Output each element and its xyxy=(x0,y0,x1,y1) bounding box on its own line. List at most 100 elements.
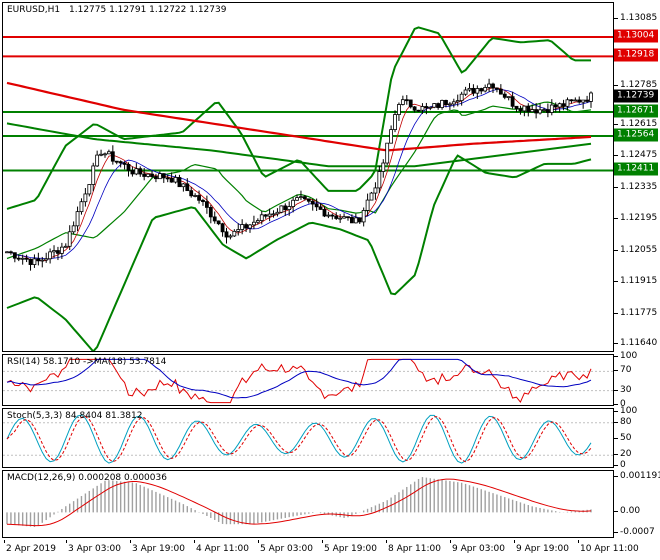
macd-axis-label: 0.00 xyxy=(620,506,641,517)
level-label-sup-3: 1.12411 xyxy=(614,162,658,176)
rsi-axis-tick xyxy=(614,370,618,372)
candle-body xyxy=(495,87,499,90)
candle-body xyxy=(350,217,354,224)
candle-body xyxy=(295,197,299,201)
price-axis-tick xyxy=(614,85,618,87)
macd-axis-label: 0.001191 xyxy=(620,471,660,482)
macd-canvas[interactable] xyxy=(3,471,614,538)
candle-body xyxy=(5,251,9,254)
candle-body xyxy=(353,217,358,224)
candle-body xyxy=(369,192,374,201)
rsi-pane[interactable]: RSI(14) 58.1710 ->MA(18) 53.7814 xyxy=(2,354,614,406)
stochastic-title: Stoch(5,3,3) 84.8404 81.3812 xyxy=(7,411,143,421)
time-axis-tick xyxy=(578,540,579,543)
stoch-axis-label: 80 xyxy=(620,416,632,427)
price-axis-tick xyxy=(614,186,618,188)
candle-body xyxy=(252,221,256,226)
price-chart-canvas[interactable] xyxy=(3,3,614,352)
price-axis-label: 1.12475 xyxy=(620,150,658,161)
ma-long-line xyxy=(6,122,592,168)
stoch-axis-label: 50 xyxy=(620,433,632,443)
time-axis-tick xyxy=(130,540,131,543)
candle-body xyxy=(9,251,13,254)
stoch-axis-tick xyxy=(614,454,618,456)
candle-body xyxy=(130,170,135,175)
candle-body xyxy=(498,88,503,95)
candle-body xyxy=(248,224,252,229)
candle-body xyxy=(20,257,25,260)
symbol-label: EURUSD,H1 xyxy=(7,5,61,15)
candle-body xyxy=(542,109,546,112)
candle-body xyxy=(283,205,288,211)
candle-body xyxy=(381,162,386,172)
candle-body xyxy=(530,109,535,113)
candle-body xyxy=(67,231,72,247)
candle-body xyxy=(545,109,550,113)
candle-body xyxy=(267,213,272,217)
candle-body xyxy=(110,151,115,162)
candle-body xyxy=(107,151,111,155)
time-axis-tick xyxy=(386,540,387,543)
candle-body xyxy=(487,83,491,88)
stochastic-canvas[interactable] xyxy=(3,409,614,468)
time-axis-tick xyxy=(258,540,259,543)
candle-body xyxy=(71,225,76,233)
candle-body xyxy=(185,183,190,192)
time-axis-label: 3 Apr 03:00 xyxy=(68,544,121,554)
candle-body xyxy=(126,163,131,171)
candle-body xyxy=(173,177,178,183)
candle-body xyxy=(346,216,350,219)
candle-body xyxy=(28,258,33,265)
candle-body xyxy=(326,214,331,217)
price-axis-tick xyxy=(614,218,618,220)
time-axis-label: 4 Apr 11:00 xyxy=(196,544,249,554)
macd-axis-tick xyxy=(614,532,618,534)
time-axis-label: 3 Apr 19:00 xyxy=(132,544,185,554)
stoch-axis-label: 0 xyxy=(620,460,626,470)
price-axis-tick xyxy=(614,342,618,344)
symbol-ohlc-header: EURUSD,H1 1.12775 1.12791 1.12722 1.1273… xyxy=(7,5,226,15)
time-axis-tick xyxy=(194,540,195,543)
candle-body xyxy=(275,211,280,215)
macd-pane[interactable]: MACD(12,26,9) 0.000208 0.000036 xyxy=(2,470,614,538)
candle-body xyxy=(397,104,401,115)
price-axis-label: 1.11775 xyxy=(620,307,658,318)
candle-body xyxy=(279,205,284,213)
stoch-axis-tick xyxy=(614,438,618,439)
candle-body xyxy=(138,168,143,175)
candle-body xyxy=(306,198,311,202)
candle-body xyxy=(103,153,107,156)
price-chart-pane[interactable]: EURUSD,H1 1.12775 1.12791 1.12722 1.1273… xyxy=(2,2,614,352)
stochastic-pane[interactable]: Stoch(5,3,3) 84.8404 81.3812 xyxy=(2,408,614,468)
rsi-axis-tick xyxy=(614,404,618,405)
ma-slow-line xyxy=(6,81,592,152)
candle-body xyxy=(361,210,366,223)
time-axis-label: 9 Apr 03:00 xyxy=(452,544,505,554)
rsi-axis: 100 70 30 0 xyxy=(614,351,660,409)
candle-body xyxy=(87,184,92,195)
rsi-canvas[interactable] xyxy=(3,355,614,406)
level-label-sup-2: 1.12564 xyxy=(614,128,658,142)
candle-body xyxy=(310,200,315,205)
rsi-ma-line xyxy=(6,358,592,399)
level-label-sup-1: 1.12671 xyxy=(614,104,658,118)
candle-body xyxy=(389,129,394,144)
macd-title: MACD(12,26,9) 0.000208 0.000036 xyxy=(7,473,167,483)
candle-body xyxy=(79,201,84,213)
candle-body xyxy=(75,211,80,227)
candle-body xyxy=(479,88,484,92)
candle-body xyxy=(259,214,264,221)
candle-body xyxy=(330,214,335,217)
candle-body xyxy=(553,104,558,108)
candle-body xyxy=(314,203,319,208)
level-label-res-3: 1.13004 xyxy=(614,29,658,43)
candle-body xyxy=(36,258,41,262)
time-axis-tick xyxy=(450,540,451,543)
candles xyxy=(5,78,593,271)
macd-histogram xyxy=(6,477,592,527)
time-axis-label: 8 Apr 11:00 xyxy=(388,544,441,554)
stoch-axis-tick xyxy=(614,411,618,412)
candle-body xyxy=(240,224,245,230)
candle-body xyxy=(436,103,441,108)
candle-body xyxy=(189,190,194,197)
